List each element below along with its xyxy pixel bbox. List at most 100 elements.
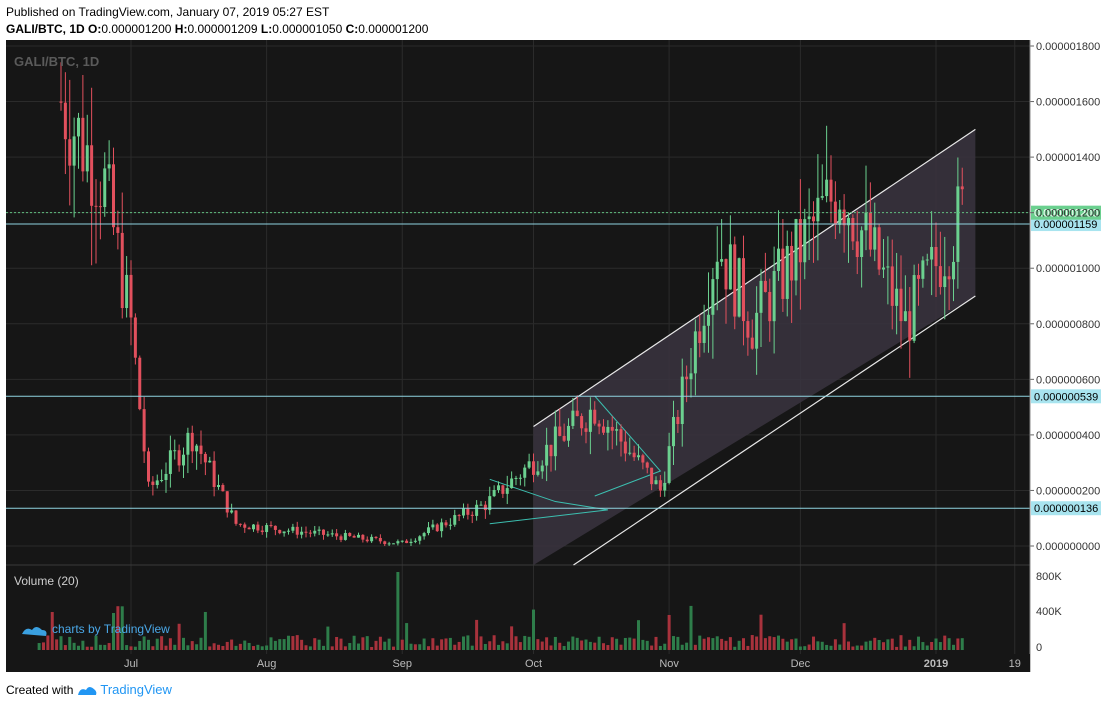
candle [427, 522, 430, 536]
volume-bar [335, 636, 339, 650]
candle-body [370, 536, 374, 542]
candle [116, 210, 120, 250]
volume-bar [273, 640, 277, 650]
candle [868, 182, 872, 257]
candle-body [365, 539, 369, 542]
candle [278, 529, 282, 535]
time-tick-label: Aug [257, 658, 277, 670]
candle-body [317, 529, 321, 531]
horizontal-levels: 0.000001159 0.000000539 0.000000136 0.00000… [6, 205, 1101, 516]
volume-bar [203, 611, 207, 650]
tradingview-link[interactable]: TradingView [77, 682, 172, 697]
candle [842, 194, 846, 253]
candle-body [943, 276, 947, 288]
candle [155, 474, 159, 489]
candle-body [545, 444, 549, 466]
candle [168, 435, 172, 488]
candle-body [94, 205, 98, 207]
candle-body [173, 450, 177, 452]
candle-body [322, 529, 325, 535]
candle-body [133, 317, 137, 358]
candle-body [685, 376, 689, 380]
candle-body [125, 274, 129, 309]
candle [182, 447, 185, 479]
candle-body [422, 533, 426, 537]
candle-body [606, 426, 610, 433]
candle-body [142, 409, 146, 452]
candle [882, 238, 885, 278]
candle-body [291, 526, 295, 531]
candle [357, 532, 360, 538]
price-tick-label: 0.000000800 [1036, 319, 1100, 331]
candle-body [785, 245, 789, 299]
grid [6, 40, 1030, 672]
price-tick-label: 0.000001600 [1036, 97, 1100, 109]
volume-bar [812, 636, 815, 650]
candle-body [820, 196, 824, 198]
candle [930, 211, 934, 296]
candle-body [278, 529, 282, 534]
candle [571, 398, 575, 429]
volume-bar [917, 636, 920, 650]
candle [724, 258, 728, 324]
candle-body [151, 481, 155, 485]
volume-bar [558, 642, 562, 650]
candle-body [755, 312, 759, 349]
candle-body [168, 450, 172, 474]
volume-bar [300, 639, 304, 650]
candle [322, 529, 325, 540]
price-axis: 0.000001800 0.000001600 0.000001400 0.00000… [1029, 40, 1100, 672]
candle-body [378, 537, 382, 542]
candle-body [120, 232, 124, 309]
candle [816, 154, 820, 261]
candle [580, 413, 584, 436]
volume-bar [59, 636, 63, 650]
candle [518, 474, 522, 486]
volume-tick-label: 400K [1036, 606, 1062, 618]
volume-bar [46, 635, 50, 650]
cloud-icon [78, 686, 97, 695]
volume-bar [693, 644, 697, 650]
volume-bar [803, 646, 807, 650]
candle [330, 529, 334, 537]
candle-body [838, 209, 842, 225]
candle-body [77, 117, 80, 137]
cloud-icon [22, 627, 47, 636]
candle [864, 165, 868, 251]
volume-bar [90, 646, 94, 650]
level-tag-label: 0.000001159 [1034, 219, 1097, 231]
candle [361, 534, 365, 543]
candle [217, 474, 220, 490]
volume-bar [282, 639, 286, 650]
volume-bar [619, 644, 623, 650]
volume-bar [615, 638, 619, 650]
candle [147, 447, 150, 487]
candle-body [497, 485, 500, 491]
volume-pane [37, 572, 964, 650]
volume-bar [593, 642, 597, 650]
candle [256, 521, 260, 534]
candle [847, 212, 850, 263]
candle [348, 532, 352, 537]
volume-bar [217, 644, 220, 650]
volume-bar [287, 635, 290, 650]
price-tick-label: 0.000001400 [1036, 152, 1100, 164]
time-tick-label: Nov [659, 658, 679, 670]
volume-bar [151, 646, 155, 650]
volume-bar [877, 640, 881, 650]
tradingview-logo[interactable]: charts by TradingView [22, 622, 170, 636]
volume-bar [943, 635, 947, 650]
candle-body [829, 179, 833, 202]
candle-body [877, 227, 881, 270]
candle-body [470, 514, 474, 516]
candle-body [833, 201, 837, 225]
volume-bar [247, 642, 251, 650]
candle-body [221, 485, 225, 492]
candle [838, 199, 842, 234]
candle [584, 422, 588, 444]
volume-bar [230, 639, 234, 650]
volume-bar [357, 643, 360, 650]
candle-body [68, 139, 72, 166]
candle [597, 420, 601, 435]
